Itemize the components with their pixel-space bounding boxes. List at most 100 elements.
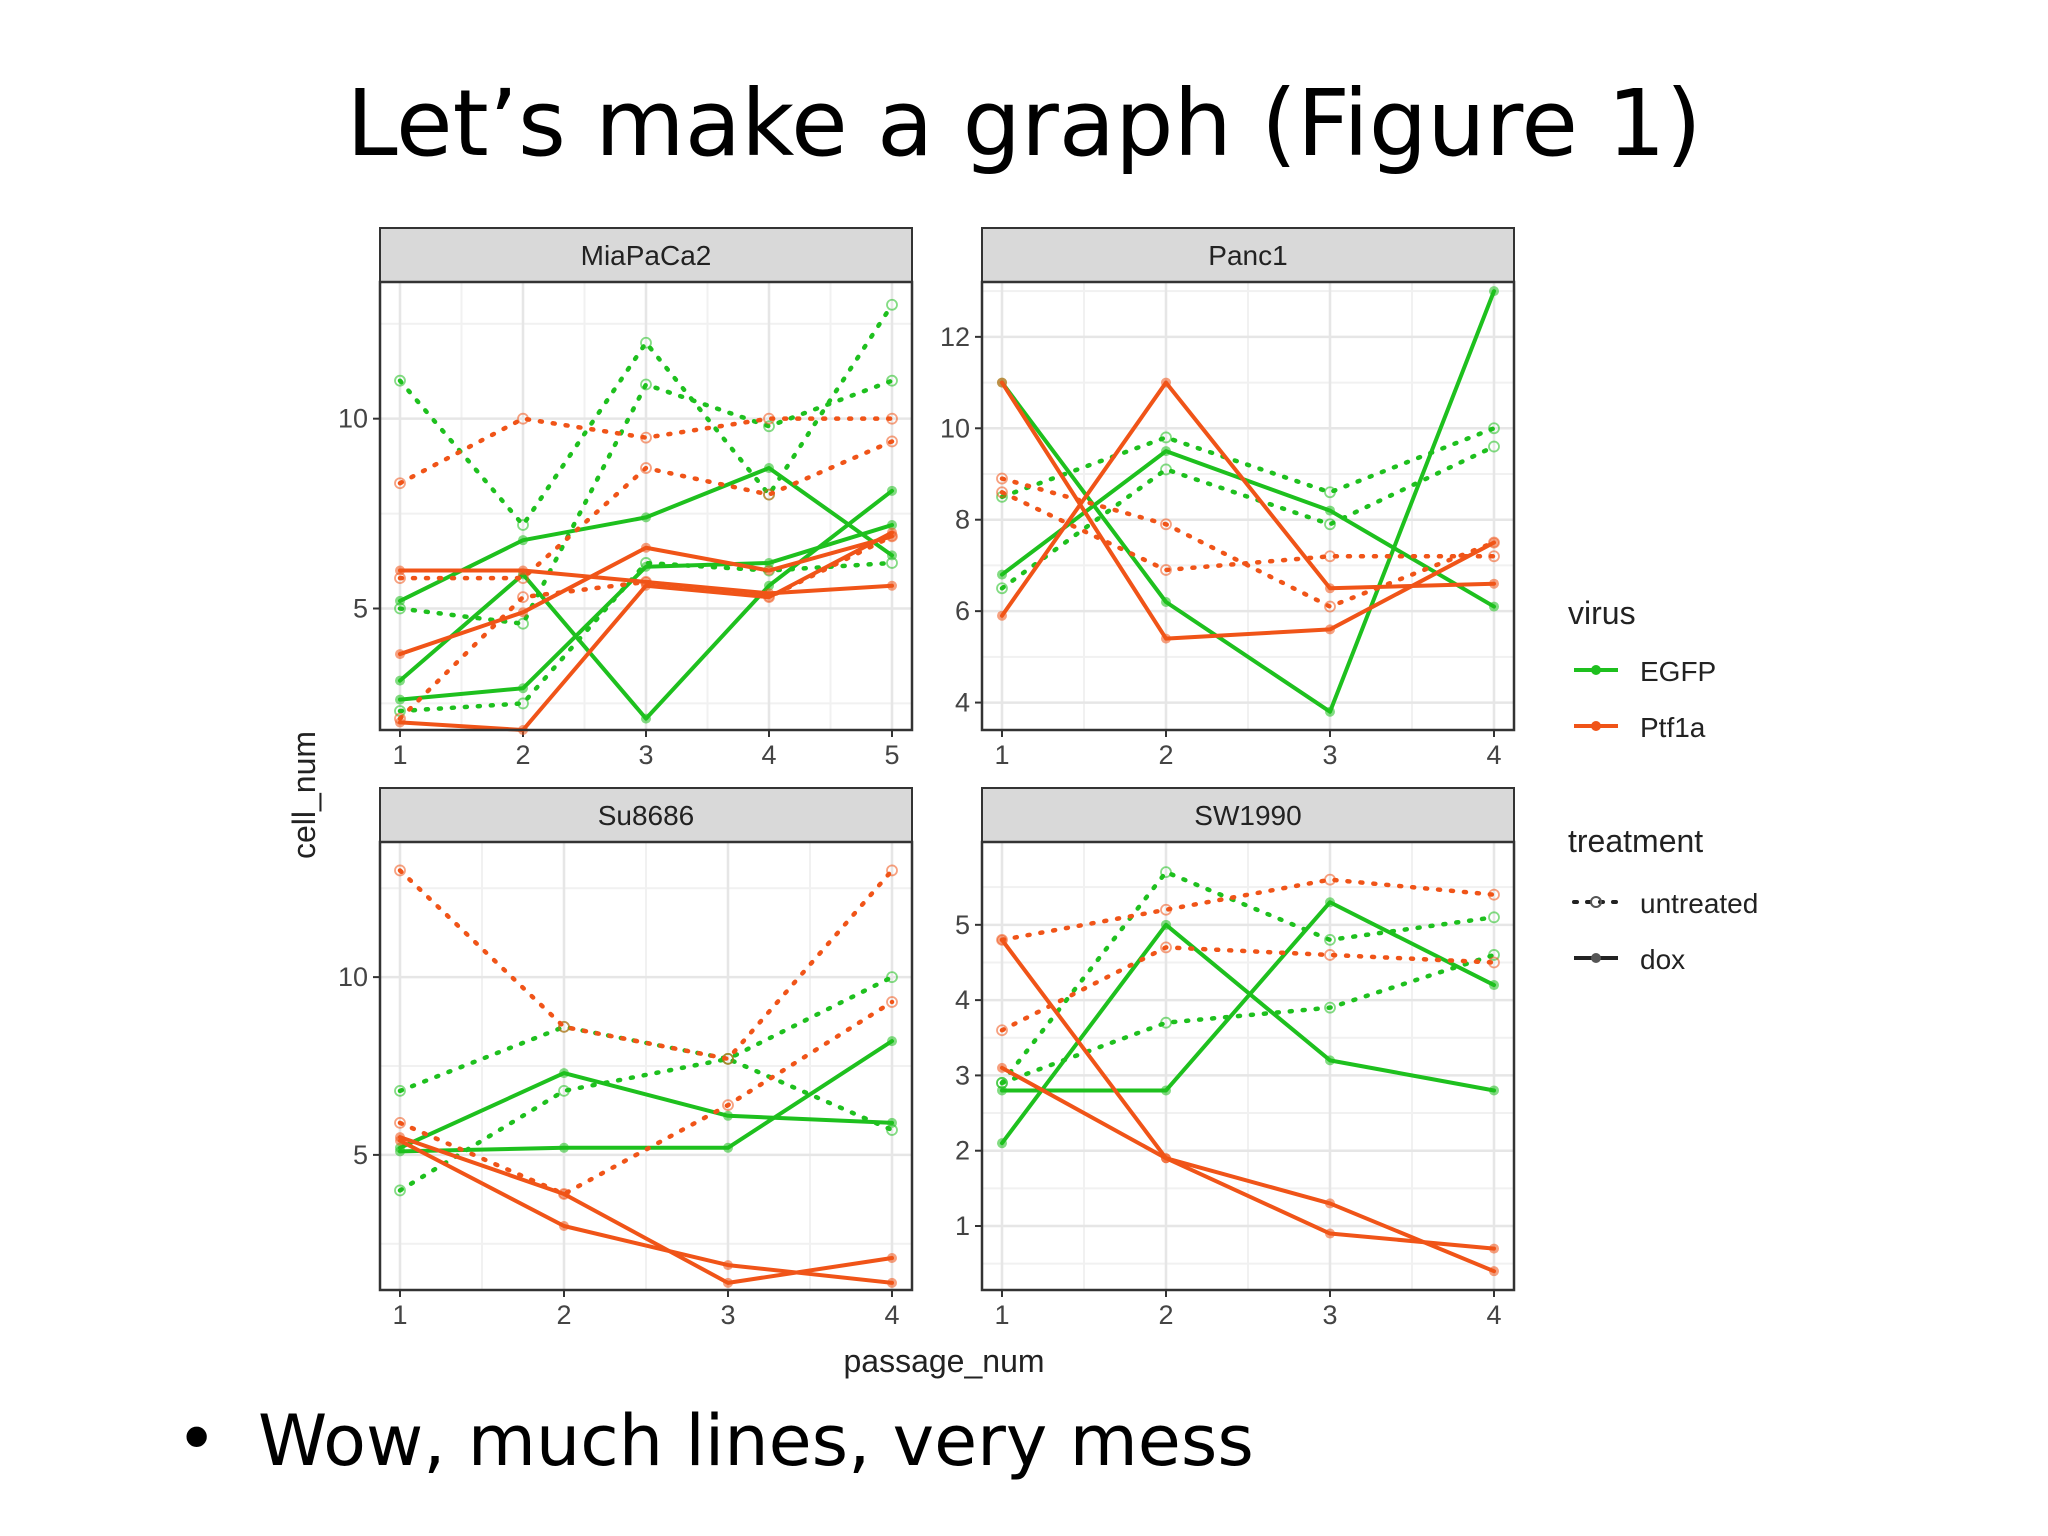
- legend-key-dox-point: [1591, 953, 1601, 963]
- x-tick-label: 3: [638, 740, 653, 770]
- series-line: [397, 439, 895, 581]
- facet-strip: [379, 787, 913, 843]
- data-point: [886, 374, 898, 387]
- data-point: [1160, 518, 1172, 531]
- data-point: [997, 1138, 1007, 1149]
- x-tick-label: 4: [884, 1300, 899, 1330]
- y-axis-label: cell_num: [286, 731, 322, 859]
- panel-border: [980, 840, 1516, 1292]
- x-tick-label: 1: [994, 740, 1009, 770]
- legend-label-egfp: EGFP: [1640, 656, 1716, 687]
- x-tick-label: 4: [1486, 1300, 1501, 1330]
- data-point: [559, 1142, 569, 1153]
- data-point: [395, 1135, 405, 1146]
- legend-label-ptf1a: Ptf1a: [1640, 712, 1706, 743]
- data-point: [640, 336, 652, 349]
- facet-strip-label: MiaPaCa2: [581, 240, 712, 271]
- series-ptf1a-untreated: [394, 864, 898, 1065]
- y-tick-label: 1: [955, 1211, 970, 1241]
- x-tick-label: 4: [1486, 740, 1501, 770]
- data-point: [394, 864, 406, 877]
- x-tick-label: 1: [994, 1300, 1009, 1330]
- x-tick-label: 2: [556, 1300, 571, 1330]
- data-point: [996, 582, 1008, 595]
- y-tick-label: 6: [955, 596, 970, 626]
- data-point: [887, 485, 897, 496]
- data-point: [1325, 583, 1335, 594]
- data-point: [1160, 866, 1172, 879]
- data-point: [1488, 956, 1500, 969]
- data-point: [394, 477, 406, 490]
- data-point: [1488, 911, 1500, 924]
- legend-key-untreated-point: [1590, 896, 1602, 908]
- y-tick-label: 10: [940, 413, 970, 443]
- legend-label-dox: dox: [1640, 944, 1685, 975]
- series-ptf1a-untreated: [394, 412, 898, 490]
- data-point: [1324, 873, 1336, 886]
- x-tick-label: 3: [1322, 1300, 1337, 1330]
- y-tick-label: 2: [955, 1136, 970, 1166]
- data-point: [1489, 578, 1499, 589]
- y-tick-label: 5: [353, 1140, 368, 1170]
- series-line: [397, 868, 895, 1062]
- data-point: [1161, 633, 1171, 644]
- series-ptf1a-dox: [997, 1062, 1499, 1277]
- series-egfp-dox: [395, 519, 897, 705]
- data-point: [1161, 1085, 1171, 1096]
- data-point: [1489, 601, 1499, 612]
- series-line: [1000, 289, 1496, 714]
- data-point: [997, 569, 1007, 580]
- data-point: [1489, 1266, 1499, 1277]
- y-tick-label: 8: [955, 505, 970, 535]
- series-ptf1a-untreated: [394, 435, 898, 585]
- panel-border: [980, 280, 1516, 732]
- data-point: [641, 561, 651, 572]
- data-point: [997, 377, 1007, 388]
- data-point: [723, 1260, 733, 1271]
- data-point: [764, 565, 774, 576]
- data-point: [887, 1277, 897, 1288]
- data-point: [1160, 903, 1172, 916]
- slide-title: Let’s make a graph (Figure 1): [346, 70, 1702, 177]
- y-tick-label: 4: [955, 688, 970, 718]
- data-point: [764, 592, 774, 603]
- panel-border: [378, 280, 914, 732]
- data-point: [886, 298, 898, 311]
- data-point: [764, 557, 774, 568]
- data-point: [1325, 1228, 1335, 1239]
- data-point: [1488, 422, 1500, 435]
- data-point: [558, 1084, 570, 1097]
- data-point: [763, 420, 775, 433]
- y-tick-label: 3: [955, 1060, 970, 1090]
- data-point: [641, 512, 651, 523]
- facet-strip-label: Panc1: [1208, 240, 1287, 271]
- data-point: [395, 595, 405, 606]
- legend-label-untreated: untreated: [1640, 888, 1758, 919]
- data-point: [1488, 949, 1500, 961]
- bullet-text: Wow, much lines, very mess: [258, 1400, 1254, 1482]
- data-point: [517, 617, 529, 630]
- data-point: [1324, 550, 1336, 563]
- series-line: [999, 877, 1497, 943]
- data-point: [997, 1062, 1007, 1073]
- series-line: [397, 378, 895, 626]
- data-point: [1325, 897, 1335, 908]
- data-point: [723, 1142, 733, 1153]
- data-point: [1324, 486, 1336, 499]
- series-line: [1000, 380, 1496, 618]
- series-line: [398, 1135, 894, 1285]
- series-line: [1000, 900, 1496, 1093]
- data-point: [395, 694, 405, 705]
- data-point: [887, 580, 897, 591]
- series-line: [1000, 922, 1496, 1146]
- data-point: [1161, 377, 1171, 388]
- series-line: [999, 426, 1497, 500]
- data-point: [887, 550, 897, 561]
- data-point: [722, 1052, 734, 1065]
- series-egfp-dox: [997, 897, 1499, 1096]
- y-tick-label: 10: [338, 404, 368, 434]
- data-point: [1324, 518, 1336, 531]
- data-point: [763, 412, 775, 425]
